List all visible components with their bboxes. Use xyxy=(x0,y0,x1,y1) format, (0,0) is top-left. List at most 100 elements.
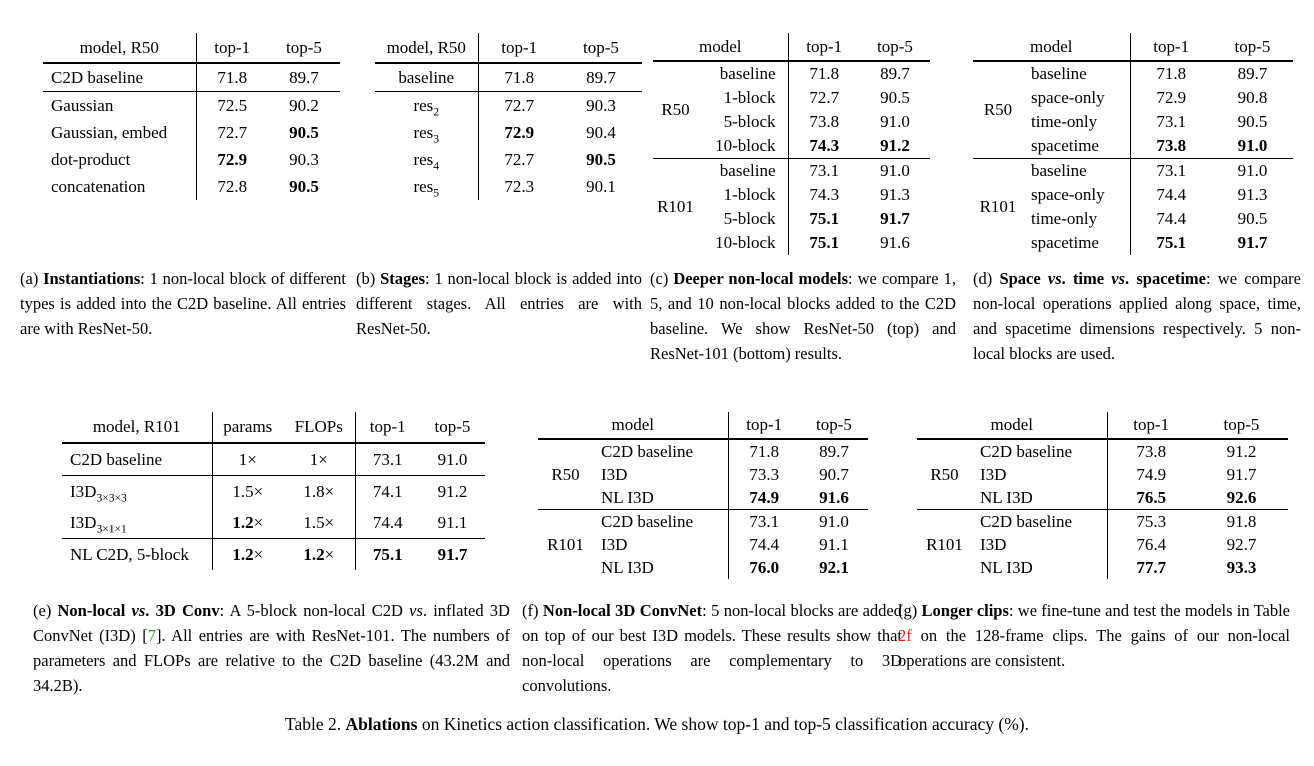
table-cell: 75.1 xyxy=(788,207,860,231)
table-cell: 91.0 xyxy=(1212,134,1293,159)
table-cell: 1.2× xyxy=(283,538,356,570)
table-row: space-only 72.9 90.8 xyxy=(973,86,1293,110)
citation-link[interactable]: 7 xyxy=(147,626,156,645)
text-segment: concatenation xyxy=(51,176,146,196)
text-segment: 91.7 xyxy=(1237,233,1268,252)
table-row: NL I3D 74.9 91.6 xyxy=(538,486,868,510)
text-segment: model xyxy=(1030,36,1073,56)
table-cell: 5-block xyxy=(698,207,789,231)
table-cell: 90.8 xyxy=(1212,86,1293,110)
text-segment: 91.6 xyxy=(819,487,849,507)
text-segment: . time xyxy=(1061,269,1112,288)
text-segment: : we compare non-local operations applie… xyxy=(973,269,1301,363)
column-header: model, R50 xyxy=(375,33,479,64)
text-segment: Gaussian xyxy=(51,95,114,115)
table-cell: 89.7 xyxy=(560,63,642,92)
table-cell: 91.7 xyxy=(860,207,930,231)
text-segment: baseline xyxy=(1031,64,1087,83)
table-cell: 91.3 xyxy=(1212,183,1293,207)
text-segment: NL I3D xyxy=(980,487,1033,507)
table-cell: 71.8 xyxy=(728,439,800,463)
table-cell: 90.7 xyxy=(800,463,868,486)
table-row: R101 baseline 73.1 91.0 xyxy=(973,158,1293,255)
column-header: params xyxy=(212,412,283,444)
text-segment: C2D baseline xyxy=(980,441,1073,461)
table-cell: baseline xyxy=(375,63,479,92)
table-d-space-time-spacetime: model top-1 top-5 R50 baseline 71.8 89.7 space-… xyxy=(973,33,1293,255)
text-segment: 90.1 xyxy=(586,176,616,196)
text-segment: 72.3 xyxy=(504,176,535,196)
text-segment: top-1 xyxy=(214,37,251,57)
column-header: top-1 xyxy=(1107,412,1195,440)
table-cell: NL I3D xyxy=(593,486,729,510)
table-cell: 1-block xyxy=(698,183,789,207)
text-segment: 72.9 xyxy=(504,122,535,142)
table-cell: 89.7 xyxy=(268,63,340,92)
header-row: model top-1 top-5 xyxy=(973,33,1293,62)
column-header: top-5 xyxy=(420,412,485,444)
text-segment: 91.2 xyxy=(880,136,910,155)
table-cell: C2D baseline xyxy=(62,443,213,476)
results-table: model, R101 params FLOPs top-1 top-5 C2D base… xyxy=(62,412,485,570)
table-cell: 75.1 xyxy=(788,231,860,255)
table-cell: 72.7 xyxy=(788,86,860,110)
text-segment: 1.5× xyxy=(303,512,335,532)
header-row: model, R50 top-1 top-5 xyxy=(375,33,642,64)
table-cell: C2D baseline xyxy=(972,439,1108,463)
text-segment: 5 xyxy=(433,185,440,199)
text-segment: 72.7 xyxy=(217,122,248,142)
table-cell: 90.3 xyxy=(268,146,340,173)
text-segment: 74.9 xyxy=(1136,464,1167,484)
text-segment: 1-block xyxy=(723,185,776,204)
text-segment: 92.6 xyxy=(1226,487,1257,507)
text-segment: 89.7 xyxy=(1237,64,1268,83)
table-row: 10-block 75.1 91.6 xyxy=(653,231,930,255)
text-segment: Longer clips xyxy=(921,601,1009,620)
column-header: top-1 xyxy=(196,33,268,64)
table-2-main-caption: Table 2. Ablations on Kinetics action cl… xyxy=(0,714,1314,735)
table-cell: NL C2D, 5-block xyxy=(62,538,213,570)
caption-g: (g) Longer clips: we fine-tune and test … xyxy=(898,598,1290,673)
table-a-instantiations: model, R50 top-1 top-5 C2D baseline 71.8 89.7… xyxy=(43,33,340,200)
table-cell: 72.3 xyxy=(478,173,560,200)
table-cell: 89.7 xyxy=(800,439,868,463)
table-cell: C2D baseline xyxy=(593,439,729,463)
text-segment: Stages xyxy=(380,269,426,288)
results-table: model top-1 top-5 R50 baseline 71.8 89.7 space-… xyxy=(973,33,1293,255)
table-row: I3D 74.9 91.7 xyxy=(917,463,1288,486)
text-segment: 10-block xyxy=(715,136,776,155)
text-segment: 1.8× xyxy=(303,481,335,501)
text-segment: spacetime xyxy=(1031,233,1099,252)
text-segment: 91.0 xyxy=(437,449,468,469)
table-row: NL I3D 77.7 93.3 xyxy=(917,556,1288,579)
table-cell: baseline xyxy=(1023,158,1131,183)
table-cell: 91.7 xyxy=(420,538,485,570)
text-segment: space-only xyxy=(1031,185,1105,204)
text-segment: (d) xyxy=(973,269,1000,288)
table-row: NL C2D, 5-block 1.2× 1.2× 75.1 91.7 xyxy=(62,538,485,570)
citation-link[interactable]: 2f xyxy=(898,626,912,645)
text-segment: 1× xyxy=(238,449,257,469)
text-segment: 91.3 xyxy=(1237,185,1268,204)
text-segment: 92.1 xyxy=(819,557,849,577)
text-segment: top-5 xyxy=(434,417,471,436)
table-row: C2D baseline 71.8 89.7 xyxy=(43,63,340,92)
text-segment: ]. All entries are with ResNet-101. The … xyxy=(33,626,510,695)
table-row: I3D 74.4 91.1 xyxy=(538,533,868,556)
text-segment: 91.6 xyxy=(880,233,910,252)
table-cell: 91.8 xyxy=(1195,509,1288,533)
column-header: FLOPs xyxy=(283,412,356,444)
table-row: time-only 74.4 90.5 xyxy=(973,207,1293,231)
text-segment: 90.5 xyxy=(586,149,616,169)
table-cell: 91.0 xyxy=(420,443,485,476)
table-row: I3D 73.3 90.7 xyxy=(538,463,868,486)
table-cell: dot-product xyxy=(43,146,197,173)
column-header: model xyxy=(917,412,1108,440)
text-segment: (e) xyxy=(33,601,58,620)
column-header: top-1 xyxy=(728,412,800,440)
text-segment: 89.7 xyxy=(819,441,849,461)
table-cell: 75.1 xyxy=(1130,231,1212,255)
table-cell: res5 xyxy=(375,173,479,200)
text-segment: params xyxy=(223,417,273,436)
text-segment: 1.5× xyxy=(232,481,264,501)
